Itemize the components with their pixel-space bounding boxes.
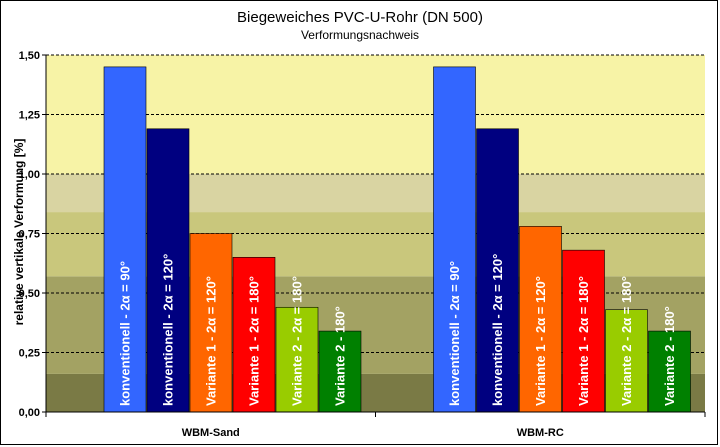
x-category-label: WBM-Sand [182, 427, 240, 439]
bar-0-4 [275, 306, 319, 413]
bar-label: Variante 2 - 2α = 180° [290, 276, 305, 406]
bar-label: konventionell - 2α = 120° [161, 254, 176, 406]
bar-label: Variante 2 - 180° [662, 306, 677, 406]
bar-0-1 [146, 128, 190, 413]
y-tick-label: 0,50 [19, 288, 40, 300]
bar-1-2 [519, 226, 562, 413]
bar-label: Variante 1 - 2α = 180° [576, 276, 591, 406]
bar-0-3 [232, 256, 276, 413]
y-tick-label: 0,75 [19, 229, 40, 241]
chart-title: Biegeweiches PVC-U-Rohr (DN 500) [237, 9, 483, 26]
bar-1-3 [562, 249, 605, 413]
y-tick-label: 1,25 [19, 110, 40, 122]
bar-label: konventionell - 2α = 90° [118, 261, 133, 406]
bar-label: Variante 1 - 2α = 120° [533, 276, 548, 406]
bar-label: Variante 2 - 180° [333, 306, 348, 406]
bar-1-1 [476, 128, 519, 413]
bar-label: konventionell - 2α = 90° [447, 261, 462, 406]
y-tick-label: 1,00 [19, 169, 40, 181]
bar-label: konventionell - 2α = 120° [490, 254, 505, 406]
bar-0-5 [318, 330, 362, 413]
bar-0-2 [189, 233, 233, 413]
y-tick-label: 0,25 [19, 348, 40, 360]
y-axis-label: relative vertikale Verformung [%] [12, 139, 26, 326]
bar-label: Variante 1 - 2α = 180° [247, 276, 262, 406]
bar-0-0 [103, 66, 147, 413]
y-tick-label: 1,50 [19, 50, 40, 62]
bar-label: Variante 1 - 2α = 120° [204, 276, 219, 406]
bar-1-0 [433, 66, 476, 413]
y-tick-label: 0,00 [19, 407, 40, 419]
x-category-label: WBM-RC [517, 427, 564, 439]
bar-label: Variante 2 - 2α = 180° [619, 276, 634, 406]
chart-subtitle: Verformungsnachweis [300, 28, 420, 42]
